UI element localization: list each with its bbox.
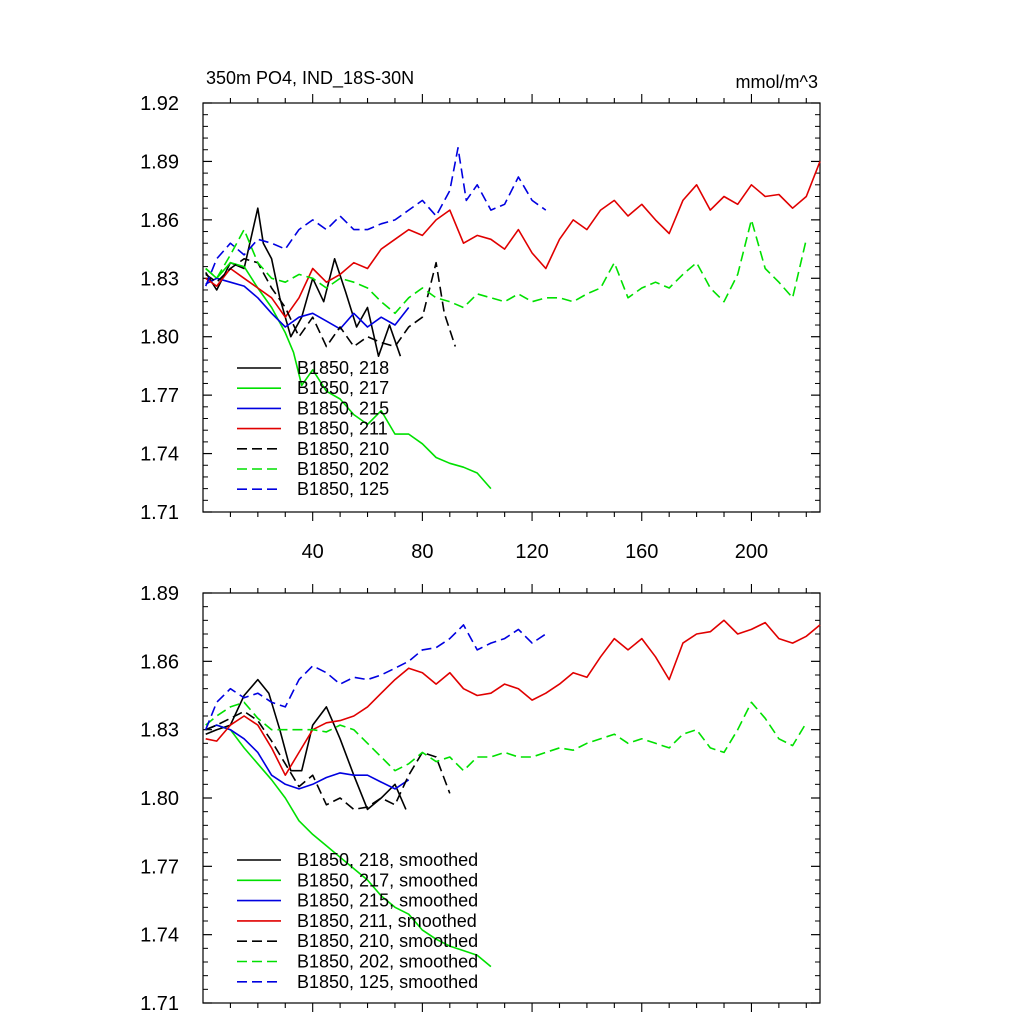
y-tick-label: 1.83	[140, 720, 179, 742]
series-line	[205, 257, 457, 348]
y-tick-label: 1.89	[140, 583, 179, 605]
legend-label: B1850, 218, smoothed	[297, 850, 478, 870]
bottom-y-tick-labels: 1.71 1.74 1.77 1.80 1.83 1.86 1.89	[140, 583, 179, 1015]
y-tick-label: 1.74	[140, 444, 179, 466]
top-chart-units: mmol/m^3	[736, 72, 818, 92]
legend-label: B1850, 210	[297, 439, 389, 459]
y-tick-label: 1.86	[140, 210, 179, 232]
top-chart-title: 350m PO4, IND_18S-30N	[206, 68, 414, 89]
legend-label: B1850, 217, smoothed	[297, 870, 478, 890]
series-line	[205, 161, 821, 319]
x-tick-label: 120	[515, 541, 548, 563]
y-tick-label: 1.77	[140, 385, 179, 407]
series-line	[205, 619, 821, 777]
legend-label: B1850, 211	[297, 419, 388, 439]
bottom-plot-frame	[202, 592, 821, 1004]
y-tick-label: 1.71	[140, 502, 179, 524]
legend-label: B1850, 210, smoothed	[297, 931, 478, 951]
series-line	[205, 710, 451, 811]
top-series-group	[204, 147, 821, 490]
x-tick-label: 40	[302, 541, 324, 563]
legend-label: B1850, 211, smoothed	[297, 911, 477, 931]
top-plot-frame	[202, 102, 821, 513]
y-tick-label: 1.89	[140, 151, 179, 173]
series-line	[205, 261, 492, 490]
series-line	[205, 724, 410, 790]
y-tick-label: 1.80	[140, 327, 179, 349]
y-tick-label: 1.83	[140, 268, 179, 290]
series-line	[204, 147, 547, 287]
legend-label: B1850, 202, smoothed	[297, 952, 478, 972]
series-line	[205, 701, 807, 772]
legend-label: B1850, 125	[297, 479, 389, 499]
legend-label: B1850, 125, smoothed	[297, 972, 478, 992]
series-line	[205, 678, 407, 811]
bottom-tick-marks	[203, 584, 820, 1012]
series-line	[205, 724, 492, 968]
legend-label: B1850, 217	[297, 378, 389, 398]
legend-label: B1850, 215	[297, 398, 389, 418]
x-tick-label: 80	[411, 541, 433, 563]
series-line	[205, 207, 402, 358]
bottom-chart-panel: 1.71 1.74 1.77 1.80 1.83 1.86 1.89 B1850, 218,…	[140, 583, 821, 1015]
legend-label: B1850, 202	[297, 459, 389, 479]
x-tick-label: 160	[625, 541, 658, 563]
legend-label: B1850, 218	[297, 358, 389, 378]
legend-label: B1850, 215, smoothed	[297, 891, 478, 911]
top-chart-panel: 350m PO4, IND_18S-30N mmol/m^3 1.711.741…	[140, 68, 821, 563]
series-line	[204, 624, 547, 730]
bottom-series-group	[204, 619, 821, 968]
y-tick-label: 1.77	[140, 856, 179, 878]
y-tick-label: 1.80	[140, 788, 179, 810]
y-tick-label: 1.92	[140, 93, 179, 115]
series-line	[205, 277, 410, 330]
y-tick-label: 1.74	[140, 925, 179, 947]
x-tick-label: 200	[735, 541, 768, 563]
y-tick-label: 1.86	[140, 651, 179, 673]
series-line	[205, 219, 808, 315]
top-x-tick-labels: 40 80 120 160 200	[302, 541, 769, 563]
top-tick-marks	[203, 94, 820, 521]
y-tick-label: 1.71	[140, 993, 179, 1015]
top-y-tick-labels: 1.71 1.74 1.77 1.80 1.83 1.86 1.89 1.92	[140, 93, 179, 524]
